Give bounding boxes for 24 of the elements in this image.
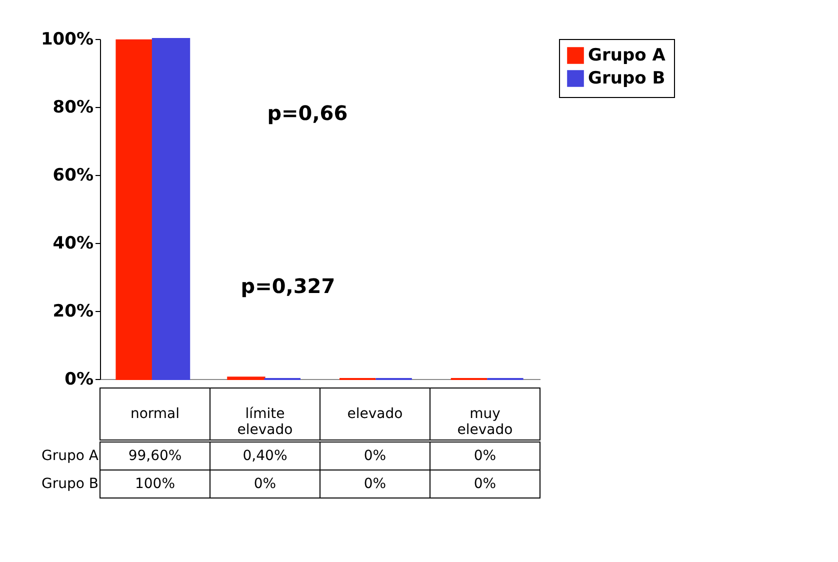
x-tick-label: elevado: [347, 406, 403, 422]
x-tick-label: normal: [130, 406, 180, 422]
data-label: 0,40%: [242, 448, 288, 464]
y-tick-label: 20%: [52, 302, 94, 322]
legend-label: Grupo A: [588, 46, 666, 66]
x-tick-label: muy elevado: [457, 406, 513, 438]
data-label: 100%: [134, 476, 176, 492]
data-label: 99,60%: [128, 448, 182, 464]
y-tick-label: 40%: [52, 234, 94, 254]
data-label: 0%: [474, 448, 496, 464]
y-tick-label: 80%: [52, 98, 94, 118]
text: Grupo A: [42, 448, 98, 464]
data-label: 0%: [364, 476, 386, 492]
text: Grupo B: [42, 476, 98, 492]
legend-label: Grupo B: [588, 68, 666, 88]
data-label: 0%: [254, 476, 276, 492]
x-tick-label: límite elevado: [237, 406, 293, 438]
annotation: p=0,66: [267, 100, 348, 125]
y-tick-label: 60%: [52, 166, 94, 186]
y-tick-label: 0%: [64, 370, 94, 390]
data-label: 0%: [474, 476, 496, 492]
annotation: p=0,327: [240, 274, 336, 298]
y-tick-label: 100%: [40, 30, 94, 50]
data-label: 0%: [364, 448, 386, 464]
